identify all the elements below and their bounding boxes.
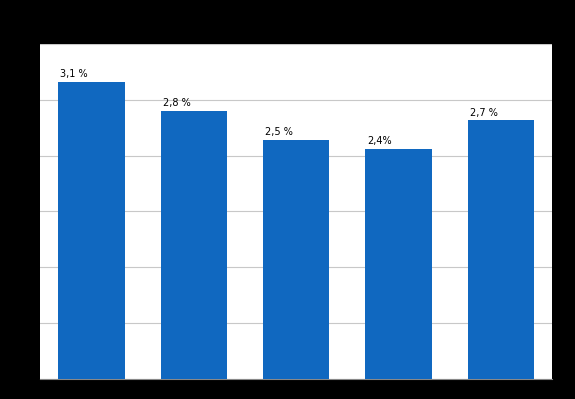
Bar (467, 120, 534, 379)
Text: 2,5 %: 2,5 % (265, 127, 293, 137)
Text: 2,7 %: 2,7 % (470, 108, 497, 118)
Text: 2,8 %: 2,8 % (163, 98, 190, 108)
Text: 2,4%: 2,4% (367, 136, 392, 146)
Text: 3,1 %: 3,1 % (60, 69, 88, 79)
Bar (160, 111, 227, 379)
Bar (263, 140, 329, 379)
Bar (365, 149, 432, 379)
Bar (58, 82, 125, 379)
